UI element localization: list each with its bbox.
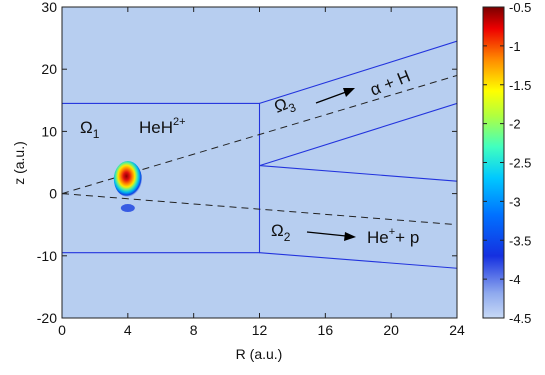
dashed-line-upper xyxy=(62,74,457,195)
y-tick-label: -20 xyxy=(37,310,57,326)
x-tick-label: 12 xyxy=(252,322,268,338)
colorbar-tick-label: -3 xyxy=(509,194,521,209)
omega2-symbol: Ω xyxy=(271,221,284,240)
omega2-products-sup: + xyxy=(389,226,395,238)
y-tick-label: 20 xyxy=(41,61,57,77)
colorbar-tick-label: -0.5 xyxy=(509,0,531,15)
dashed-line-lower xyxy=(62,193,457,226)
wave-packet-tail xyxy=(120,204,135,213)
y-axis-label: z (a.u.) xyxy=(11,141,27,185)
wave-packet xyxy=(113,161,142,198)
colorbar-ticks: -0.5 -1 -1.5 -2 -2.5 -3 -3.5 -4 -4.5 xyxy=(483,0,531,326)
svg-text:Ω2: Ω2 xyxy=(271,221,291,244)
omega1-species: HeH xyxy=(139,118,173,137)
omega2-arrowhead xyxy=(344,232,356,241)
y-tick-label: 10 xyxy=(41,123,57,139)
omega1-subscript: 1 xyxy=(93,127,100,141)
omega1-symbol: Ω xyxy=(80,118,93,137)
y-axis: 30 20 10 0 -10 -20 xyxy=(37,0,457,326)
inner-channel-boundary xyxy=(259,102,457,167)
omega2-annotation: Ω2 He++ p xyxy=(271,221,419,247)
x-tick-label: 8 xyxy=(190,322,198,338)
y-tick-label: -10 xyxy=(37,248,57,264)
omega1-species-sup: 2+ xyxy=(173,116,186,128)
y-tick-label: 0 xyxy=(49,186,57,202)
x-axis-label: R (a.u.) xyxy=(236,346,283,362)
omega2-products-tail: + p xyxy=(395,228,419,247)
colorbar-tick-label: -4 xyxy=(509,272,521,287)
x-tick-label: 20 xyxy=(383,322,399,338)
y-tick-label: 30 xyxy=(41,0,57,15)
omega2-subscript: 2 xyxy=(284,230,291,244)
colorbar-tick-label: -3.5 xyxy=(509,233,531,248)
colorbar-tick-label: -1 xyxy=(509,39,521,54)
x-tick-label: 16 xyxy=(318,322,334,338)
colorbar-tick-label: -2 xyxy=(509,117,521,132)
omega2-arrow xyxy=(306,231,347,237)
svg-text:Ω1: Ω1 xyxy=(80,118,100,141)
upper-channel-bottom-boundary xyxy=(259,165,457,182)
omega3-arrow xyxy=(315,91,347,104)
x-tick-label: 4 xyxy=(124,322,132,338)
omega2-products: He xyxy=(367,228,389,247)
upper-channel-top-boundary xyxy=(259,40,457,104)
x-tick-label: 24 xyxy=(449,322,465,338)
colorbar-tick-label: -1.5 xyxy=(509,78,531,93)
svg-text:He++ p: He++ p xyxy=(367,226,419,247)
omega1-annotation: Ω1 HeH2+ xyxy=(80,116,186,141)
plot-overlay xyxy=(62,40,457,269)
lower-channel-bottom-boundary xyxy=(259,252,457,269)
colorbar-tick-label: -4.5 xyxy=(509,311,531,326)
x-tick-label: 0 xyxy=(58,322,66,338)
colorbar-tick-label: -2.5 xyxy=(509,156,531,171)
omega3-arrowhead xyxy=(343,88,355,97)
svg-text:HeH2+: HeH2+ xyxy=(139,116,186,137)
omega3-subscript: 3 xyxy=(287,100,299,116)
x-axis: 0 4 8 12 16 20 24 xyxy=(58,7,465,338)
interaction-region-box xyxy=(62,102,261,254)
